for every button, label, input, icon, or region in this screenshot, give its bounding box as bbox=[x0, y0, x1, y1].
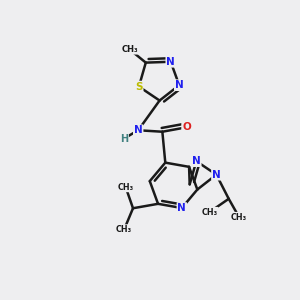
Text: S: S bbox=[135, 82, 143, 92]
Text: CH₃: CH₃ bbox=[118, 182, 134, 191]
Text: N: N bbox=[166, 57, 175, 67]
Text: N: N bbox=[177, 203, 186, 213]
Text: CH₃: CH₃ bbox=[116, 225, 132, 234]
Text: H: H bbox=[120, 134, 128, 143]
Text: N: N bbox=[192, 156, 201, 166]
Text: O: O bbox=[182, 122, 191, 132]
Text: CH₃: CH₃ bbox=[202, 208, 218, 217]
Text: N: N bbox=[212, 170, 221, 180]
Text: CH₃: CH₃ bbox=[121, 45, 138, 54]
Text: N: N bbox=[175, 80, 184, 90]
Text: CH₃: CH₃ bbox=[231, 213, 247, 222]
Text: N: N bbox=[134, 125, 142, 135]
